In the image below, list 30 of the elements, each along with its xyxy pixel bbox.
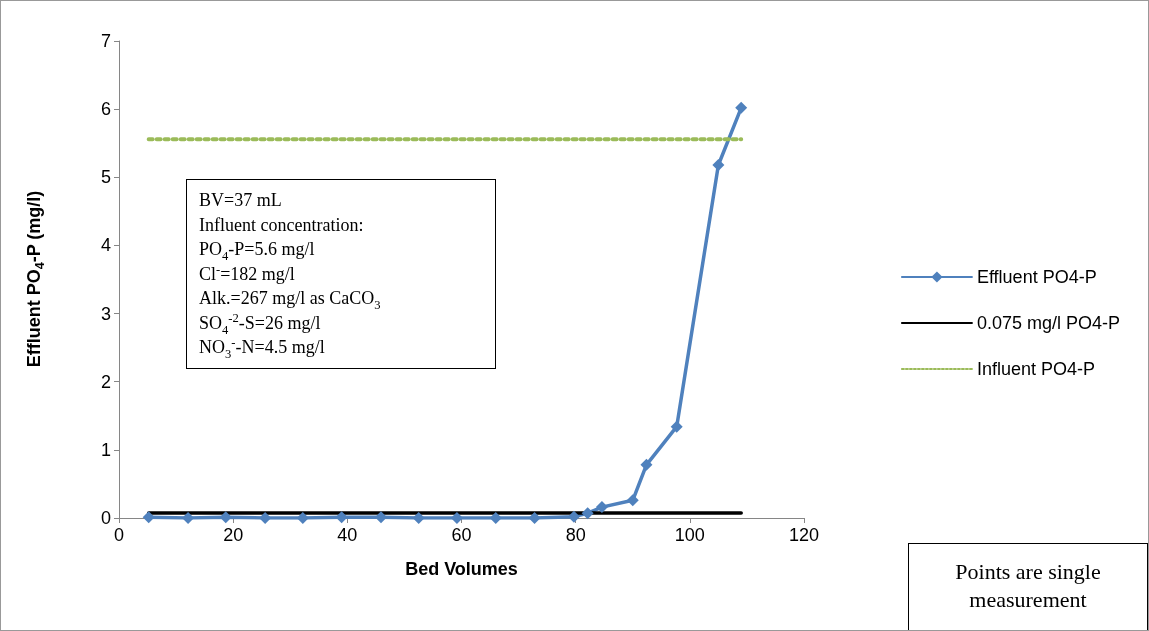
y-tick-label: 4 bbox=[100, 235, 111, 256]
x-tick-label: 120 bbox=[788, 525, 820, 545]
x-tick-label: 80 bbox=[565, 525, 586, 545]
point bbox=[640, 458, 653, 471]
point bbox=[735, 101, 748, 114]
y-tick-label: 3 bbox=[100, 303, 111, 324]
point bbox=[581, 507, 594, 520]
point bbox=[626, 494, 639, 507]
x-axis-title: Bed Volumes bbox=[405, 559, 518, 579]
y-tick-label: 5 bbox=[100, 167, 111, 188]
x-tick-label: 100 bbox=[674, 525, 705, 545]
point bbox=[670, 420, 683, 433]
legend-label: Influent PO4-P bbox=[976, 359, 1096, 379]
note-box: Points are single measurement bbox=[908, 543, 1148, 630]
x-tick-label: 0 bbox=[113, 525, 125, 545]
point bbox=[142, 511, 155, 524]
point bbox=[712, 159, 725, 172]
x-tick-label: 40 bbox=[337, 525, 358, 545]
legend-label: Effluent PO4-P bbox=[976, 267, 1097, 287]
y-tick-label: 1 bbox=[100, 439, 111, 460]
y-tick-label: 6 bbox=[100, 99, 111, 120]
point bbox=[595, 501, 608, 514]
point bbox=[528, 512, 541, 524]
x-tick-label: 60 bbox=[451, 525, 472, 545]
y-tick-label: 7 bbox=[100, 31, 111, 51]
y-tick-label: 0 bbox=[100, 508, 111, 528]
note-box: BV=37 mL Influent concentration: PO$_{4}$-P=5.6 mg/l Cl$^{-}$=182 mg/l Alk.=267 mg/l as CaCO$_{3}$ SO$_{4}$$^{-2}$-S=26 mg/l NO$_{3}$$^{-}$-N=4.5 mg/l bbox=[186, 179, 496, 369]
x-tick-label: 20 bbox=[223, 525, 244, 545]
legend-label: 0.075 mg/l PO4-P bbox=[976, 313, 1121, 333]
y-tick-label: 2 bbox=[100, 371, 111, 392]
